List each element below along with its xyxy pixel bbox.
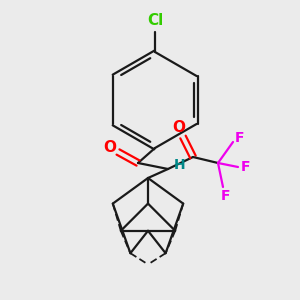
Text: O: O	[172, 119, 185, 134]
Text: H: H	[174, 158, 186, 172]
Text: F: F	[240, 160, 250, 174]
Text: F: F	[235, 131, 245, 145]
Text: O: O	[103, 140, 116, 155]
Text: Cl: Cl	[147, 13, 163, 28]
Text: F: F	[220, 189, 230, 203]
